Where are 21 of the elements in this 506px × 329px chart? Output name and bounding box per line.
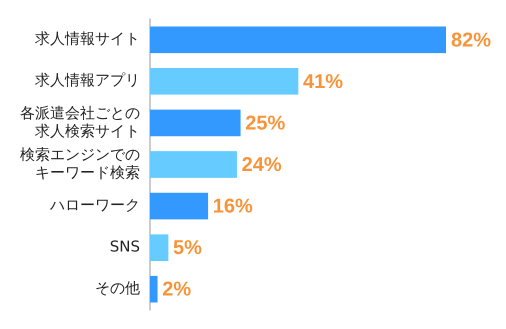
data-label: 25% (245, 112, 286, 134)
data-label: 5% (173, 237, 202, 260)
y-tick-label: 検索エンジンでのキーワード検索 (20, 145, 140, 182)
bar (150, 68, 298, 95)
bar (150, 234, 168, 261)
bar (150, 110, 241, 136)
y-tick-label: 求人情報サイト (35, 30, 140, 48)
bar (150, 26, 446, 54)
y-tick-label: SNS (110, 238, 140, 256)
y-tick-label: 各派遣会社ごとの求人検索サイト (20, 104, 140, 140)
bar (150, 276, 158, 303)
bar (150, 151, 237, 178)
data-label: 16% (212, 196, 253, 218)
data-label: 24% (242, 154, 282, 176)
y-tick-label: その他 (95, 279, 140, 298)
bar (150, 192, 208, 220)
data-label: 2% (162, 278, 192, 301)
data-label: 82% (451, 29, 492, 52)
data-label: 41% (303, 70, 344, 93)
y-tick-label: ハローワーク (49, 196, 140, 214)
y-tick-label: 求人情報アプリ (35, 71, 140, 90)
